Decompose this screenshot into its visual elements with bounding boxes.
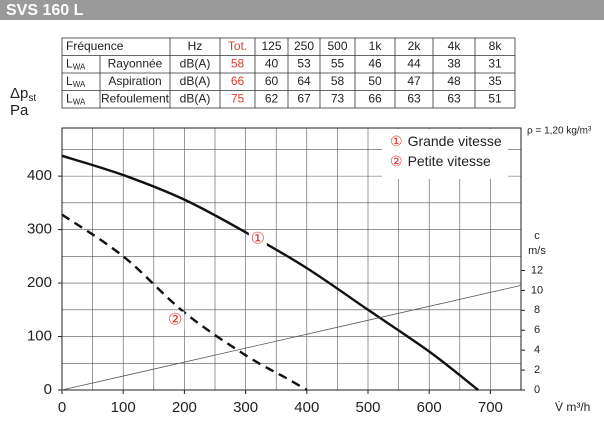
text-part: Δp <box>10 85 28 102</box>
x-tick-label: 400 <box>294 399 319 416</box>
x-tick-label: 200 <box>172 399 197 416</box>
table-symbol: LWA <box>66 74 86 89</box>
table-symbol: LWA <box>66 56 86 71</box>
table-value: 66 <box>368 91 382 105</box>
text-part: WA <box>73 97 86 106</box>
table-value: 55 <box>331 56 345 70</box>
x-tick-label: 0 <box>58 399 66 416</box>
x-tick-label: 500 <box>355 399 380 416</box>
table-symbol: LWA <box>66 91 86 106</box>
y2-axis-symbol: c <box>534 230 540 242</box>
y-tick-label: 400 <box>27 167 52 184</box>
table-value: 47 <box>407 74 421 88</box>
table-value: 67 <box>297 91 311 105</box>
series-line <box>61 213 308 392</box>
table-value: 63 <box>407 91 421 105</box>
y2-tick-label: 10 <box>531 284 543 296</box>
plot-border <box>61 127 522 391</box>
y2-tick-label: 12 <box>531 264 543 276</box>
text-part: Grande vitesse <box>408 133 502 149</box>
text-part: st <box>28 93 36 104</box>
table-value: 58 <box>331 74 345 88</box>
table-value: 60 <box>265 74 279 88</box>
table-head: Tot. <box>228 39 247 53</box>
legend-box <box>382 129 508 179</box>
table-value: 62 <box>265 91 279 105</box>
annotation: ρ = 1,20 kg/m³ <box>527 126 592 137</box>
table-name: Rayonnée <box>108 56 163 70</box>
curve-label-bg <box>166 311 185 330</box>
series-line <box>61 285 522 391</box>
y-axis-unit: Pa <box>10 102 29 119</box>
header-bar <box>0 0 604 20</box>
table-head: Hz <box>188 39 203 53</box>
table-name: Refoulement <box>101 91 170 105</box>
legend-entry: ② Petite vitesse <box>390 153 491 169</box>
table-value: 53 <box>297 56 311 70</box>
y-tick-label: 0 <box>44 381 52 398</box>
text-part: L <box>66 91 73 105</box>
text-part: WA <box>73 80 86 89</box>
table-value: 48 <box>447 74 461 88</box>
table-head: 125 <box>261 39 281 53</box>
table-value: 44 <box>407 56 421 70</box>
table-value: 64 <box>297 74 311 88</box>
y2-tick-label: 6 <box>534 324 540 336</box>
table-unit: dB(A) <box>180 56 211 70</box>
text-part: ② <box>390 153 403 169</box>
table-value: 46 <box>368 56 382 70</box>
curve-label: ① <box>251 230 265 247</box>
table-head: 4k <box>448 39 462 53</box>
text-part: WA <box>73 62 86 71</box>
legend-entry: ① Grande vitesse <box>390 133 502 149</box>
table-head: 1k <box>369 39 383 53</box>
y2-tick-label: 4 <box>534 344 540 356</box>
curve-label: ② <box>168 312 182 329</box>
table-value: 51 <box>488 91 502 105</box>
y2-tick-label: 0 <box>534 384 540 396</box>
text-part: L <box>66 74 73 88</box>
table-name: Aspiration <box>108 74 161 88</box>
y2-tick-label: 8 <box>534 304 540 316</box>
table-total: 66 <box>231 74 245 88</box>
table-value: 50 <box>368 74 382 88</box>
text-part: L <box>66 56 73 70</box>
header-title: SVS 160 L <box>6 2 84 19</box>
table-value: 40 <box>265 56 279 70</box>
table-total: 58 <box>231 56 245 70</box>
table-head: 8k <box>489 39 503 53</box>
table-head: 500 <box>327 39 347 53</box>
table-value: 38 <box>447 56 461 70</box>
y2-axis-unit: m/s <box>528 245 546 257</box>
text-part: ① <box>390 133 403 149</box>
table-head: Fréquence <box>66 39 124 53</box>
table-unit: dB(A) <box>180 74 211 88</box>
x-tick-label: 100 <box>111 399 136 416</box>
table-total: 75 <box>231 91 245 105</box>
y-tick-label: 200 <box>27 274 52 291</box>
table-value: 35 <box>488 74 502 88</box>
x-tick-label: 600 <box>417 399 442 416</box>
table-unit: dB(A) <box>180 91 211 105</box>
y-tick-label: 100 <box>27 327 52 344</box>
table-value: 73 <box>331 91 345 105</box>
table-value: 31 <box>488 56 502 70</box>
table-head: 250 <box>294 39 314 53</box>
y-tick-label: 300 <box>27 221 52 238</box>
table-value: 63 <box>447 91 461 105</box>
x-tick-label: 300 <box>233 399 258 416</box>
curve-label-bg <box>248 230 267 249</box>
x-tick-label: 700 <box>478 399 503 416</box>
text-part: Petite vitesse <box>408 153 491 169</box>
y-axis-label: Δpst <box>10 85 36 104</box>
table-head: 2k <box>408 39 422 53</box>
y2-tick-label: 2 <box>534 364 540 376</box>
series-line <box>61 154 479 391</box>
x-axis-label: V̇ m³/h <box>555 400 590 414</box>
